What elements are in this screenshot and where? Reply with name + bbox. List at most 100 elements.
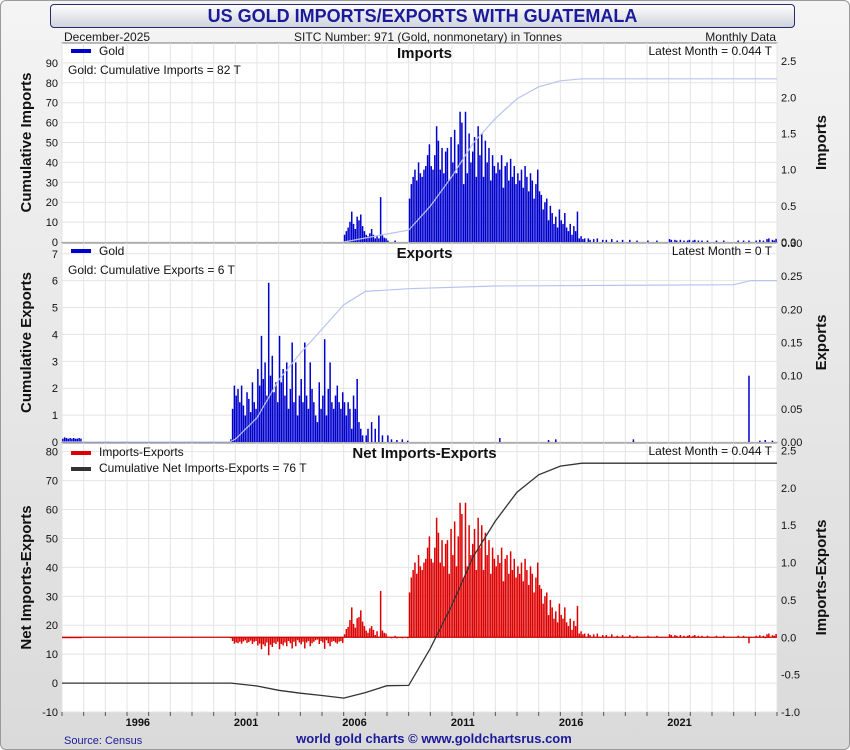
bar — [518, 573, 521, 638]
bar — [410, 184, 413, 242]
bar — [544, 596, 546, 638]
legend-swatch — [71, 49, 91, 53]
bar — [536, 169, 539, 242]
bar — [540, 194, 543, 242]
bar — [446, 147, 449, 242]
bar — [592, 634, 595, 638]
bar — [647, 240, 649, 242]
bar — [314, 637, 317, 641]
bar — [479, 547, 481, 638]
header-sitc: SITC Number: 971 (Gold, nonmonetary) in … — [294, 30, 562, 44]
bar — [264, 637, 266, 647]
bar — [363, 626, 366, 638]
bar — [349, 620, 351, 638]
bar — [444, 543, 447, 638]
bar — [327, 388, 330, 442]
bar-series — [62, 282, 774, 442]
panel-0: 0 10 20 30 40 50 60 70 80 90 0.0 0.5 1.0 1.5 2.0 2.5 Cum… — [18, 42, 830, 249]
bar — [493, 558, 496, 638]
bar — [255, 637, 257, 642]
bar — [504, 558, 506, 638]
bar — [647, 635, 649, 638]
left-tick-label: 6 — [52, 276, 58, 288]
bar — [448, 573, 451, 638]
bar — [668, 634, 671, 638]
bar — [432, 562, 434, 638]
bar — [511, 570, 514, 638]
bar — [455, 173, 458, 242]
bar — [538, 191, 541, 242]
bar — [526, 176, 528, 242]
bar — [499, 563, 501, 638]
bar — [706, 240, 709, 242]
bar — [722, 240, 725, 242]
bar — [444, 151, 447, 242]
bar — [367, 428, 369, 442]
bar — [499, 438, 501, 442]
bar — [555, 611, 557, 638]
bar — [276, 637, 279, 642]
bar — [468, 525, 470, 638]
bar — [361, 621, 364, 638]
cumulative-line — [62, 280, 777, 443]
bar — [360, 428, 362, 442]
bar — [235, 637, 237, 643]
bar — [74, 438, 77, 442]
bar — [495, 566, 497, 638]
bar — [291, 637, 293, 649]
bar — [596, 633, 599, 638]
bar — [571, 629, 573, 638]
bar — [569, 223, 571, 242]
bar — [305, 395, 308, 442]
bar — [338, 402, 340, 442]
bar — [275, 637, 277, 645]
bar — [251, 637, 254, 645]
bar — [491, 547, 494, 638]
bar — [242, 637, 245, 642]
bar — [273, 637, 275, 643]
bar — [621, 239, 624, 242]
bar — [632, 439, 635, 442]
bar — [65, 438, 68, 442]
bar — [526, 570, 528, 638]
bar — [762, 240, 765, 242]
bar — [576, 211, 579, 242]
bar — [452, 555, 454, 638]
left-tick-label: 3 — [52, 356, 58, 368]
bar — [443, 173, 445, 242]
bar — [385, 633, 387, 638]
right-tick-label: 2.0 — [781, 483, 796, 495]
legend-label: Imports-Exports — [99, 445, 184, 459]
bar — [547, 615, 550, 638]
bar — [462, 577, 465, 638]
bar — [509, 551, 512, 638]
bar — [688, 635, 691, 638]
bar — [502, 581, 505, 638]
bar — [239, 402, 241, 442]
bar — [313, 637, 315, 642]
bar — [248, 637, 250, 643]
bar — [656, 240, 658, 242]
left-tick-label: 30 — [46, 177, 58, 189]
x-axis: 1996 2001 2006 2011 2016 2021 — [61, 712, 778, 729]
bar — [509, 158, 512, 242]
right-tick-label: 2.0 — [781, 92, 796, 104]
bar — [459, 111, 461, 242]
bar — [500, 547, 503, 638]
bar — [524, 558, 526, 638]
header-date: December-2025 — [64, 30, 150, 44]
bar — [578, 633, 581, 638]
bar — [567, 231, 570, 242]
panel-1: 012345670.000.050.100.150.200.250.30Cumu… — [18, 238, 830, 449]
bar — [766, 634, 768, 638]
bar — [275, 382, 277, 442]
right-tick-label: 0.30 — [781, 238, 802, 250]
bar — [244, 637, 246, 641]
bar — [748, 375, 750, 442]
bar — [329, 362, 331, 442]
bar — [676, 240, 678, 242]
bar — [556, 227, 559, 242]
bar — [529, 566, 532, 638]
bar — [253, 637, 256, 642]
bar — [538, 584, 541, 638]
